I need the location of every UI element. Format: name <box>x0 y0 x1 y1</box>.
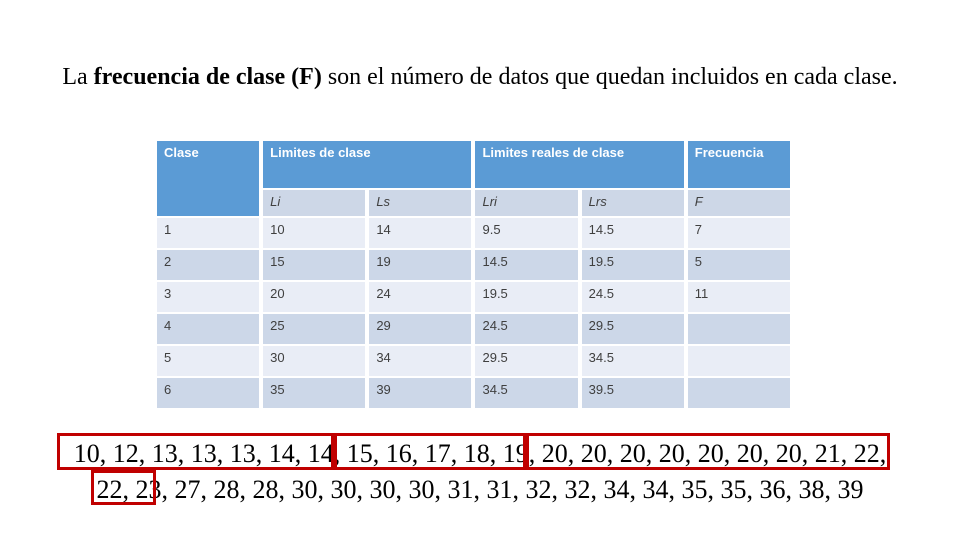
cell-lrs: 34.5 <box>581 346 684 376</box>
header-limites-de-clase: Limites de clase <box>263 141 472 188</box>
cell-lri: 19.5 <box>475 282 578 312</box>
cell-clase: 4 <box>157 314 260 344</box>
cell-clase: 2 <box>157 250 260 280</box>
table-row: 6 35 39 34.5 39.5 <box>157 378 790 408</box>
table-row: 3 20 24 19.5 24.5 11 <box>157 282 790 312</box>
cell-lri: 24.5 <box>475 314 578 344</box>
cell-clase: 6 <box>157 378 260 408</box>
cell-lrs: 24.5 <box>581 282 684 312</box>
cell-lrs: 19.5 <box>581 250 684 280</box>
raw-data-line-1: 10, 12, 13, 13, 13, 14, 14, 15, 16, 17, … <box>73 439 887 468</box>
title-text-suffix: son el número de datos que quedan inclui… <box>321 64 898 90</box>
cell-lri: 9.5 <box>475 218 578 248</box>
cell-lri: 14.5 <box>475 250 578 280</box>
cell-lri: 34.5 <box>475 378 578 408</box>
subheader-li: Li <box>263 190 366 216</box>
header-clase: Clase <box>157 141 260 216</box>
header-frecuencia: Frecuencia <box>687 141 790 188</box>
cell-lri: 29.5 <box>475 346 578 376</box>
cell-f <box>687 346 790 376</box>
subheader-f: F <box>687 190 790 216</box>
cell-f: 5 <box>687 250 790 280</box>
header-limites-reales: Limites reales de clase <box>475 141 684 188</box>
cell-clase: 1 <box>157 218 260 248</box>
cell-lrs: 14.5 <box>581 218 684 248</box>
table-row: 5 30 34 29.5 34.5 <box>157 346 790 376</box>
subheader-lri: Lri <box>475 190 578 216</box>
table-row: 2 15 19 14.5 19.5 5 <box>157 250 790 280</box>
slide-title: La frecuencia de clase (F) son el número… <box>0 62 960 93</box>
cell-ls: 19 <box>369 250 472 280</box>
title-text-bold: frecuencia de clase (F) <box>93 64 322 90</box>
cell-clase: 3 <box>157 282 260 312</box>
cell-lrs: 39.5 <box>581 378 684 408</box>
cell-li: 15 <box>263 250 366 280</box>
cell-li: 10 <box>263 218 366 248</box>
cell-f <box>687 378 790 408</box>
cell-ls: 14 <box>369 218 472 248</box>
cell-f: 11 <box>687 282 790 312</box>
cell-clase: 5 <box>157 346 260 376</box>
raw-data-line-2: 22, 23, 27, 28, 28, 30, 30, 30, 30, 31, … <box>96 475 864 504</box>
table-row: 1 10 14 9.5 14.5 7 <box>157 218 790 248</box>
raw-data-list: 10, 12, 13, 13, 13, 14, 14, 15, 16, 17, … <box>40 436 920 508</box>
table-header-row-1: Clase Limites de clase Limites reales de… <box>157 141 790 216</box>
subheader-ls: Ls <box>369 190 472 216</box>
cell-lrs: 29.5 <box>581 314 684 344</box>
cell-ls: 29 <box>369 314 472 344</box>
cell-ls: 34 <box>369 346 472 376</box>
cell-li: 35 <box>263 378 366 408</box>
cell-li: 20 <box>263 282 366 312</box>
cell-li: 25 <box>263 314 366 344</box>
table-row: 4 25 29 24.5 29.5 <box>157 314 790 344</box>
table-header-row-2: Li Ls Lri Lrs F <box>157 190 790 216</box>
frequency-table: Clase Limites de clase Limites reales de… <box>153 139 794 410</box>
cell-ls: 39 <box>369 378 472 408</box>
subheader-lrs: Lrs <box>581 190 684 216</box>
cell-f <box>687 314 790 344</box>
cell-li: 30 <box>263 346 366 376</box>
cell-ls: 24 <box>369 282 472 312</box>
cell-f: 7 <box>687 218 790 248</box>
title-text-prefix: La <box>62 64 94 90</box>
